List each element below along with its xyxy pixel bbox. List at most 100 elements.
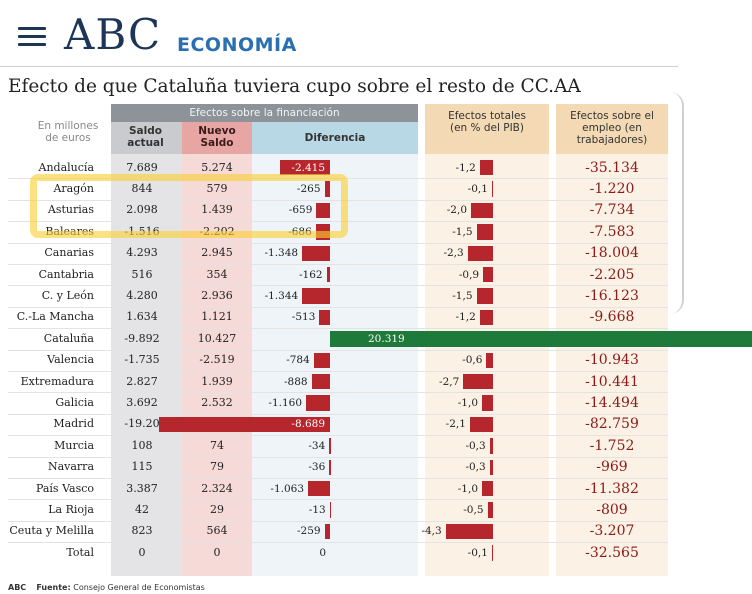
pib-bar (445, 523, 493, 540)
empleo-value: -10.441 (585, 373, 639, 390)
saldo-actual-value: -19.20 (124, 417, 160, 431)
row-divider (8, 456, 668, 458)
pib-label: -0,9 (458, 268, 480, 281)
saldo-actual-value: 2.098 (126, 203, 158, 217)
row-divider (8, 520, 668, 522)
empleo-header: Efectos sobre el empleo (en trabajadores… (570, 110, 654, 146)
diferencia-label: -36 (308, 461, 326, 474)
diferencia-bar (319, 309, 330, 326)
pib-bar (491, 545, 494, 561)
row-divider (8, 478, 668, 479)
diferencia-bar (329, 502, 332, 518)
saldo-actual-value: 844 (131, 181, 153, 195)
pib-bar (463, 374, 493, 390)
region-label: Navarra (47, 460, 94, 474)
diferencia-label: -513 (291, 311, 316, 324)
diferencia-bar (306, 395, 330, 411)
region-label: Total (66, 545, 94, 559)
row-divider (8, 371, 668, 372)
diferencia-bar-cataluna (330, 331, 752, 347)
diferencia-label: -1.063 (270, 482, 304, 495)
nuevo-header: Nuevo Saldo (198, 125, 236, 149)
region-label: C. y León (41, 288, 94, 302)
saldo-actual-value: 4.280 (126, 288, 158, 302)
row-divider (8, 435, 668, 437)
diferencia-bar (302, 245, 330, 261)
nuevo-saldo-value: 2.532 (201, 395, 233, 409)
empleo-value: -11.382 (585, 480, 639, 497)
empleo-value: -35.134 (585, 159, 639, 176)
diferencia-label: 20.319 (368, 332, 405, 345)
pib-bar (489, 438, 493, 454)
pib-bar (486, 352, 493, 368)
pib-bar (489, 459, 493, 475)
nuevo-saldo-value: 74 (210, 438, 224, 452)
saldo-header: Saldo actual (127, 125, 164, 149)
diferencia-label: -34 (308, 439, 326, 452)
diferencia-label: -259 (297, 525, 321, 538)
diferencia-label: -1.348 (264, 247, 299, 260)
pib-label: -1,5 (452, 225, 473, 238)
row-divider (8, 328, 668, 330)
saldo-header-bg (111, 122, 182, 154)
diferencia-label: -13 (308, 503, 326, 516)
pib-label: -1,0 (457, 482, 478, 495)
row-divider (8, 413, 668, 415)
nuevo-saldo-value: 1.121 (201, 310, 233, 324)
empleo-value: -809 (596, 501, 628, 518)
saldo-actual-value: -9.892 (124, 331, 160, 345)
nuevo-saldo-value: 0 (213, 545, 221, 559)
saldo-actual-value: 7.689 (126, 160, 158, 174)
nuevo-saldo-value: 79 (210, 460, 224, 474)
pib-label: -2,3 (443, 247, 464, 260)
diferencia-bar (159, 416, 330, 433)
diferencia-label: -1.160 (268, 396, 302, 409)
pib-bar (476, 288, 493, 304)
empleo-value: -82.759 (585, 416, 639, 433)
region-label: Valencia (47, 353, 94, 367)
nuevo-saldo-value: 10.427 (197, 331, 237, 345)
nuevo-saldo-value: 579 (206, 181, 228, 195)
saldo-actual-value: 516 (131, 267, 153, 281)
pib-label: -0,3 (465, 461, 486, 474)
saldo-actual-value: 42 (135, 502, 149, 516)
pib-bar (482, 395, 493, 411)
section-title[interactable]: ECONOMÍA (177, 34, 297, 56)
saldo-actual-value: 115 (131, 460, 153, 474)
empleo-value: -7.583 (589, 223, 635, 240)
region-label: Aragón (53, 181, 94, 195)
abc-logo[interactable]: ABC (64, 10, 162, 59)
pib-bar (469, 416, 493, 433)
diferencia-label: -784 (286, 354, 310, 367)
region-label: C.-La Mancha (16, 310, 94, 324)
saldo-actual-value: 2.827 (126, 374, 158, 388)
empleo-value: -3.207 (589, 523, 635, 540)
empleo-value: -9.668 (589, 309, 635, 326)
chart-title: Efecto de que Cataluña tuviera cupo sobr… (8, 76, 581, 97)
nuevo-saldo-value: 354 (206, 267, 228, 281)
nuevo-saldo-value: 2.324 (201, 481, 233, 495)
footer-source-label: Fuente: (36, 583, 71, 592)
diferencia-bar (324, 523, 330, 540)
pib-bar (479, 309, 493, 326)
nuevo-saldo-value: 2.945 (201, 246, 233, 260)
row-divider (8, 306, 668, 308)
region-label: Galicia (55, 395, 94, 409)
row-divider (8, 221, 668, 223)
diferencia-bar (302, 288, 330, 304)
pib-label: -0,5 (463, 503, 484, 516)
region-label: Asturias (47, 203, 94, 217)
region-label: Ceuta y Melilla (9, 524, 94, 538)
region-label: Cantabria (38, 267, 94, 281)
header-divider (0, 66, 678, 67)
pib-bar (467, 245, 493, 261)
empleo-value: -1.220 (589, 180, 635, 197)
empleo-value: -18.004 (585, 245, 639, 262)
row-divider (8, 199, 668, 201)
row-divider (8, 392, 668, 394)
region-label: Andalucía (38, 160, 94, 174)
diferencia-label: -1.344 (264, 289, 299, 302)
diferencia-label: -659 (288, 204, 313, 217)
menu-icon[interactable] (18, 27, 46, 47)
saldo-actual-value: 4.293 (126, 246, 158, 260)
